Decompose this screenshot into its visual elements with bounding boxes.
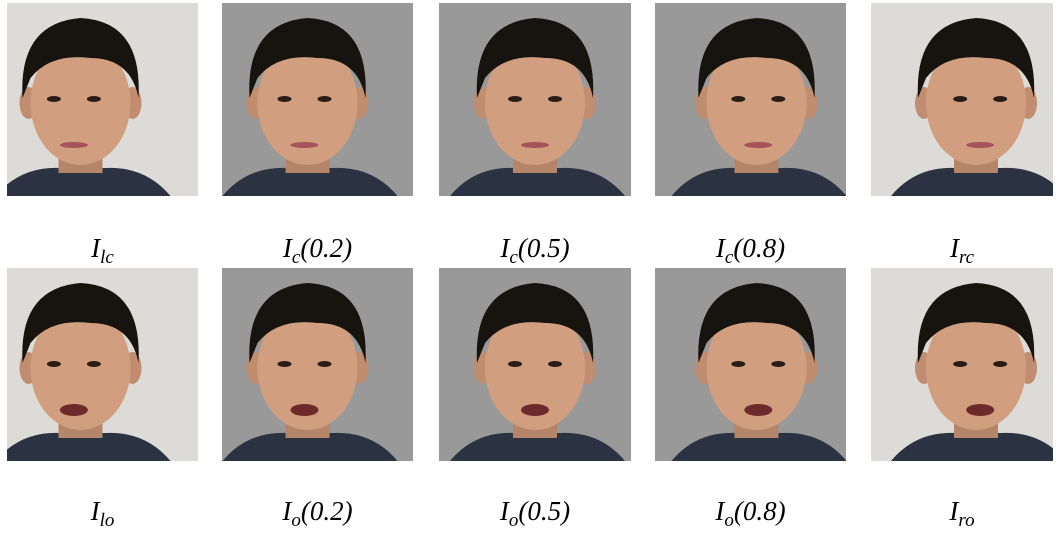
eye: [87, 361, 101, 367]
caption: Io(0.5): [435, 496, 635, 532]
eye: [993, 96, 1007, 102]
face-photo: [871, 268, 1053, 461]
eye: [731, 96, 745, 102]
caption-suffix: (0.8): [734, 496, 786, 526]
face-photo: [655, 3, 846, 196]
caption-subscript: o: [724, 510, 734, 531]
caption-base: I: [716, 233, 725, 263]
mouth: [291, 404, 319, 416]
eye: [318, 361, 332, 367]
caption-subscript: ro: [958, 510, 974, 531]
caption: Iro: [862, 496, 1056, 532]
face-photo: [439, 268, 631, 461]
caption: Ic(0.8): [651, 233, 851, 269]
caption: Io(0.8): [651, 496, 851, 532]
caption-base: I: [500, 496, 509, 526]
caption: Ilc: [3, 233, 203, 269]
caption: Ic(0.2): [218, 233, 418, 269]
caption-subscript: rc: [959, 247, 974, 268]
face-photo: [7, 3, 198, 196]
mouth: [966, 404, 994, 416]
caption: Ilo: [3, 496, 203, 532]
caption-base: I: [91, 233, 100, 263]
face-photo: [871, 3, 1053, 196]
eye: [771, 96, 785, 102]
mouth: [521, 404, 549, 416]
face-photo: [222, 268, 413, 461]
mouth: [521, 142, 549, 148]
caption-base: I: [283, 233, 292, 263]
caption: Irc: [862, 233, 1056, 269]
caption-suffix: (0.2): [301, 496, 353, 526]
eye: [731, 361, 745, 367]
eye: [548, 96, 562, 102]
eye: [953, 361, 967, 367]
eye: [278, 361, 292, 367]
caption-subscript: c: [509, 247, 517, 268]
eye: [953, 96, 967, 102]
caption-suffix: (0.5): [518, 233, 570, 263]
caption-subscript: o: [509, 510, 519, 531]
eye: [87, 96, 101, 102]
caption-suffix: (0.8): [733, 233, 785, 263]
eye: [771, 361, 785, 367]
eye: [548, 361, 562, 367]
face-photo: [7, 268, 198, 461]
caption: Io(0.2): [218, 496, 418, 532]
caption-suffix: (0.2): [300, 233, 352, 263]
face-photo: [655, 268, 846, 461]
mouth: [744, 142, 772, 148]
eye: [318, 96, 332, 102]
eye: [47, 96, 61, 102]
mouth: [60, 142, 88, 148]
caption-subscript: o: [291, 510, 301, 531]
eye: [993, 361, 1007, 367]
mouth: [744, 404, 772, 416]
eye: [47, 361, 61, 367]
caption-base: I: [950, 233, 959, 263]
caption-subscript: lc: [100, 247, 114, 268]
caption-suffix: (0.5): [518, 496, 570, 526]
caption-subscript: lo: [100, 510, 115, 531]
face-photo: [439, 3, 631, 196]
caption-base: I: [91, 496, 100, 526]
figure: IlcIc(0.2)Ic(0.5)Ic(0.8)IrcIloIo(0.2)Io(…: [0, 0, 1056, 537]
eye: [508, 361, 522, 367]
mouth: [60, 404, 88, 416]
mouth: [966, 142, 994, 148]
caption: Ic(0.5): [435, 233, 635, 269]
mouth: [291, 142, 319, 148]
face-photo: [222, 3, 413, 196]
eye: [508, 96, 522, 102]
eye: [278, 96, 292, 102]
